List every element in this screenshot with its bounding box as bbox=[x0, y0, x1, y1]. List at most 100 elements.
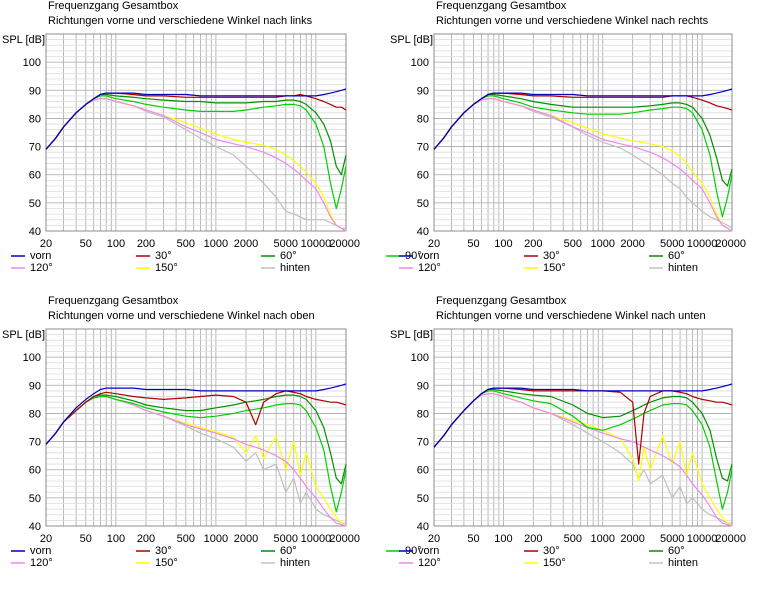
series-lines bbox=[45, 383, 347, 527]
legend-label-60deg: 60° bbox=[280, 250, 297, 262]
x-tick-label: 20000 bbox=[329, 533, 360, 545]
x-tick-label: 100 bbox=[494, 238, 512, 250]
chart-title: Frequenzgang Gesamtbox bbox=[48, 295, 179, 307]
y-tick-label: 50 bbox=[417, 493, 429, 505]
series-lines bbox=[433, 88, 733, 232]
legend-label-hinten: hinten bbox=[280, 557, 310, 569]
x-tick-label: 20000 bbox=[715, 533, 746, 545]
legend: vorn 30° 60° 90° 120° 150° hinten bbox=[11, 250, 422, 274]
x-tick-label: 100 bbox=[107, 238, 125, 250]
y-axis-label: SPL [dB] bbox=[390, 34, 433, 46]
series-line-90deg bbox=[45, 395, 347, 513]
chart-subtitle: Richtungen vorne und verschiedene Winkel… bbox=[48, 310, 315, 322]
x-tick-label: 1000 bbox=[204, 238, 228, 250]
legend-label-120deg: 120° bbox=[30, 262, 53, 274]
series-lines bbox=[433, 383, 733, 527]
chart-title: Frequenzgang Gesamtbox bbox=[436, 295, 567, 307]
legend-label-90deg: 90° bbox=[405, 250, 422, 262]
legend-label-60deg: 60° bbox=[668, 545, 685, 557]
legend-label-30deg: 30° bbox=[543, 250, 560, 262]
chart-panel-1: Frequenzgang Gesamtbox Richtungen vorne u… bbox=[2, 0, 422, 274]
plot-grid bbox=[45, 33, 347, 232]
y-tick-label: 80 bbox=[29, 408, 41, 420]
legend-label-90deg: 90° bbox=[405, 545, 422, 557]
legend-label-120deg: 120° bbox=[418, 262, 441, 274]
legend-label-30deg: 30° bbox=[155, 545, 172, 557]
x-tick-label: 1000 bbox=[591, 533, 615, 545]
y-tick-label: 70 bbox=[417, 437, 429, 449]
y-tick-label: 60 bbox=[29, 465, 41, 477]
x-tick-label: 50 bbox=[80, 533, 92, 545]
x-tick-label: 20000 bbox=[329, 238, 360, 250]
y-tick-label: 90 bbox=[417, 85, 429, 97]
legend-label-30deg: 30° bbox=[155, 250, 172, 262]
series-lines bbox=[45, 88, 347, 232]
x-tick-label: 20 bbox=[428, 238, 440, 250]
legend-label-120deg: 120° bbox=[418, 557, 441, 569]
legend-label-hinten: hinten bbox=[280, 262, 310, 274]
x-tick-label: 500 bbox=[564, 238, 582, 250]
y-tick-label: 50 bbox=[29, 493, 41, 505]
plot-background bbox=[434, 329, 732, 526]
x-tick-label: 1000 bbox=[204, 533, 228, 545]
y-tick-label: 70 bbox=[29, 142, 41, 154]
x-tick-label: 2000 bbox=[620, 533, 644, 545]
x-tick-label: 10000 bbox=[301, 238, 332, 250]
legend-label-hinten: hinten bbox=[668, 557, 698, 569]
legend-label-150deg: 150° bbox=[543, 557, 566, 569]
x-tick-label: 20 bbox=[40, 533, 52, 545]
x-tick-label: 100 bbox=[107, 533, 125, 545]
chart-subtitle: Richtungen vorne und verschiedene Winkel… bbox=[436, 310, 706, 322]
x-tick-label: 10000 bbox=[687, 238, 718, 250]
chart-panel-4: Frequenzgang Gesamtbox Richtungen vorne u… bbox=[390, 295, 746, 569]
series-line-120deg bbox=[433, 393, 733, 527]
y-tick-label: 80 bbox=[417, 113, 429, 125]
y-axis-label: SPL [dB] bbox=[2, 34, 45, 46]
x-tick-label: 50 bbox=[80, 238, 92, 250]
x-tick-label: 20 bbox=[428, 533, 440, 545]
y-tick-label: 40 bbox=[29, 521, 41, 533]
chart-subtitle: Richtungen vorne und verschiedene Winkel… bbox=[48, 15, 313, 27]
y-tick-label: 60 bbox=[417, 170, 429, 182]
plot-frame bbox=[433, 33, 733, 232]
y-tick-label: 60 bbox=[29, 170, 41, 182]
y-tick-label: 80 bbox=[417, 408, 429, 420]
y-tick-label: 50 bbox=[29, 198, 41, 210]
x-tick-label: 20 bbox=[40, 238, 52, 250]
legend-label-vorn: vorn bbox=[30, 250, 51, 262]
x-tick-label: 50 bbox=[467, 238, 479, 250]
chart-panel-3: Frequenzgang Gesamtbox Richtungen vorne u… bbox=[2, 295, 422, 569]
series-line-120deg bbox=[45, 98, 347, 232]
y-tick-label: 80 bbox=[29, 113, 41, 125]
x-tick-label: 200 bbox=[524, 238, 542, 250]
legend-label-60deg: 60° bbox=[280, 545, 297, 557]
x-tick-label: 2000 bbox=[620, 238, 644, 250]
x-tick-label: 5000 bbox=[274, 533, 298, 545]
x-tick-label: 5000 bbox=[274, 238, 298, 250]
y-tick-label: 100 bbox=[411, 57, 429, 69]
series-line-vorn bbox=[45, 383, 347, 445]
chart-panel-2: Frequenzgang Gesamtbox Richtungen vorne u… bbox=[390, 0, 746, 274]
x-tick-label: 2000 bbox=[234, 238, 258, 250]
x-tick-label: 20000 bbox=[715, 238, 746, 250]
series-line-vorn bbox=[433, 88, 733, 150]
y-tick-label: 40 bbox=[417, 226, 429, 238]
y-tick-label: 100 bbox=[23, 57, 41, 69]
series-line-120deg bbox=[433, 98, 733, 232]
x-tick-label: 500 bbox=[177, 238, 195, 250]
legend-label-30deg: 30° bbox=[543, 545, 560, 557]
y-tick-label: 60 bbox=[417, 465, 429, 477]
y-tick-label: 90 bbox=[29, 380, 41, 392]
y-tick-label: 90 bbox=[417, 380, 429, 392]
legend-label-120deg: 120° bbox=[30, 557, 53, 569]
x-tick-label: 5000 bbox=[660, 238, 684, 250]
legend-label-150deg: 150° bbox=[155, 262, 178, 274]
chart-title: Frequenzgang Gesamtbox bbox=[48, 0, 179, 12]
x-tick-label: 2000 bbox=[234, 533, 258, 545]
y-tick-label: 90 bbox=[29, 85, 41, 97]
x-tick-label: 100 bbox=[494, 533, 512, 545]
